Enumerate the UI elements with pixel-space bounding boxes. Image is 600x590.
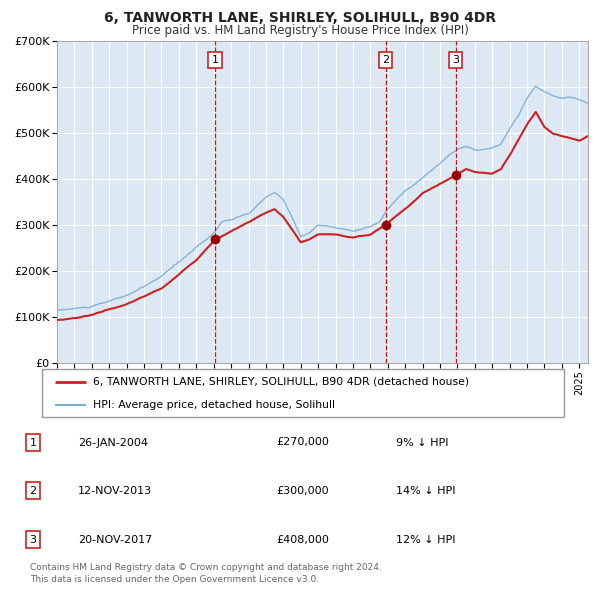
- Text: 12-NOV-2013: 12-NOV-2013: [78, 486, 152, 496]
- Text: 6, TANWORTH LANE, SHIRLEY, SOLIHULL, B90 4DR: 6, TANWORTH LANE, SHIRLEY, SOLIHULL, B90…: [104, 11, 496, 25]
- Text: 12% ↓ HPI: 12% ↓ HPI: [396, 535, 455, 545]
- Text: £408,000: £408,000: [276, 535, 329, 545]
- Text: 20-NOV-2017: 20-NOV-2017: [78, 535, 152, 545]
- Text: 6, TANWORTH LANE, SHIRLEY, SOLIHULL, B90 4DR (detached house): 6, TANWORTH LANE, SHIRLEY, SOLIHULL, B90…: [93, 377, 469, 387]
- Text: Price paid vs. HM Land Registry's House Price Index (HPI): Price paid vs. HM Land Registry's House …: [131, 24, 469, 37]
- Text: 1: 1: [29, 438, 37, 447]
- Text: 2: 2: [29, 486, 37, 496]
- Text: £300,000: £300,000: [276, 486, 329, 496]
- Text: 14% ↓ HPI: 14% ↓ HPI: [396, 486, 455, 496]
- Text: 1: 1: [211, 55, 218, 65]
- Text: 2: 2: [382, 55, 389, 65]
- Text: 3: 3: [452, 55, 459, 65]
- Text: HPI: Average price, detached house, Solihull: HPI: Average price, detached house, Soli…: [93, 400, 335, 410]
- FancyBboxPatch shape: [42, 369, 564, 417]
- Text: Contains HM Land Registry data © Crown copyright and database right 2024.
This d: Contains HM Land Registry data © Crown c…: [30, 563, 382, 584]
- Text: 9% ↓ HPI: 9% ↓ HPI: [396, 438, 449, 447]
- Text: £270,000: £270,000: [276, 438, 329, 447]
- Text: 3: 3: [29, 535, 37, 545]
- Text: 26-JAN-2004: 26-JAN-2004: [78, 438, 148, 447]
